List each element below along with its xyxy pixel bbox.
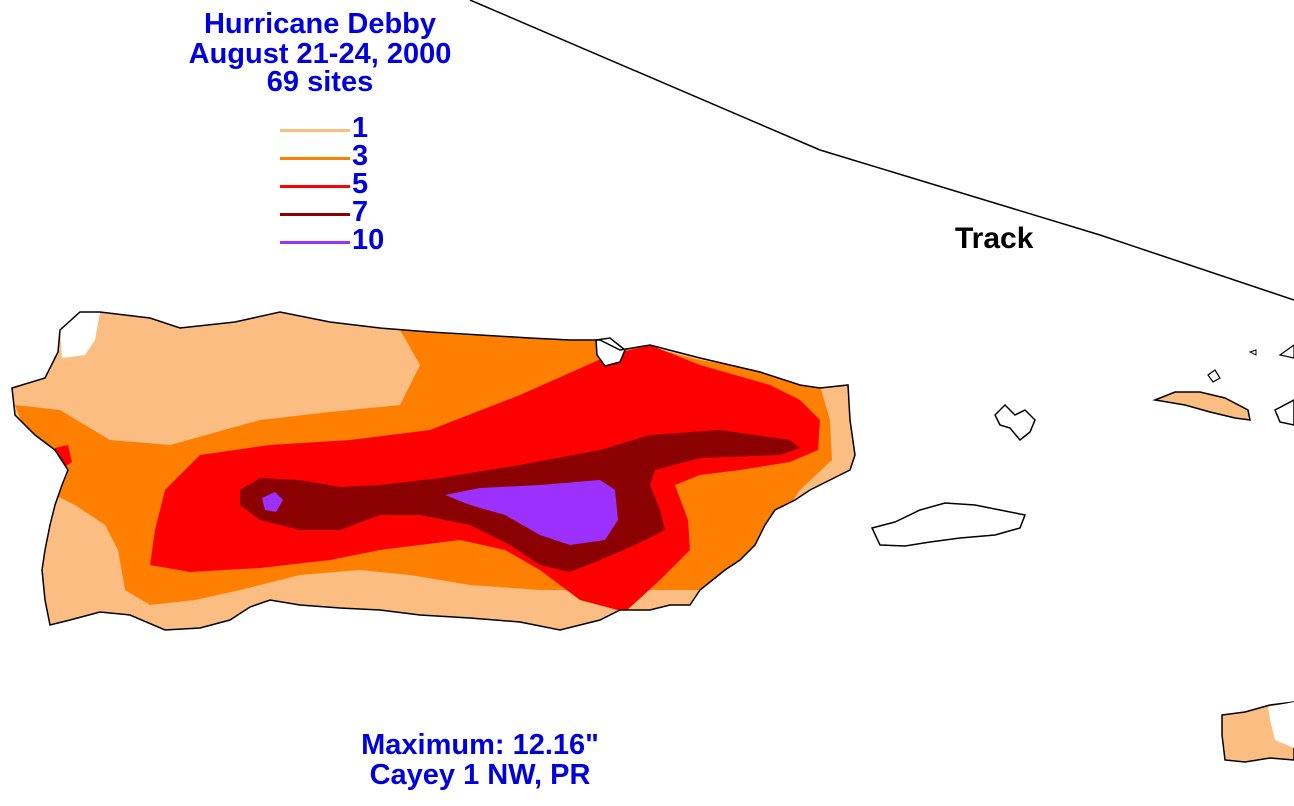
legend-item: 10	[280, 224, 440, 257]
small-cay	[1207, 369, 1221, 383]
legend-label: 10	[352, 224, 385, 256]
st-croix-blank	[1268, 702, 1294, 748]
culebra-island	[994, 403, 1036, 442]
small-islet-east	[1278, 344, 1294, 359]
map-title: Hurricane Debby	[203, 8, 437, 40]
maximum-location: Cayey 1 NW, PR	[369, 759, 591, 791]
legend-swatch	[280, 129, 350, 132]
legend-swatch	[280, 157, 350, 160]
vieques-island	[870, 502, 1027, 547]
zone-10in-west-spot	[262, 492, 283, 512]
legend-swatch	[280, 185, 350, 188]
zone-10in	[445, 480, 618, 545]
san-juan-bay	[595, 337, 626, 367]
st-thomas-island	[1152, 391, 1251, 421]
maximum-rainfall: Maximum: 12.16"	[361, 729, 599, 761]
legend-label: 7	[352, 196, 369, 228]
legend-swatch	[280, 241, 350, 244]
map-sites: 69 sites	[266, 66, 374, 98]
legend-item: 7	[280, 196, 440, 229]
puerto-rico-outline	[11, 311, 856, 631]
track-label: Track	[955, 222, 1034, 255]
hurricane-track-line	[469, 0, 1294, 301]
puerto-rico-contours	[12, 312, 855, 630]
st-john-island	[1274, 399, 1294, 426]
map-date: August 21-24, 2000	[188, 38, 452, 70]
nw-blank-area	[60, 312, 100, 358]
legend-label: 1	[352, 112, 369, 144]
small-islet-north	[1248, 349, 1257, 356]
legend-label: 5	[352, 168, 369, 200]
legend-item: 5	[280, 168, 440, 201]
legend-item: 3	[280, 140, 440, 173]
legend-item: 1	[280, 112, 440, 145]
legend-swatch	[280, 213, 350, 216]
legend-label: 3	[352, 140, 369, 172]
